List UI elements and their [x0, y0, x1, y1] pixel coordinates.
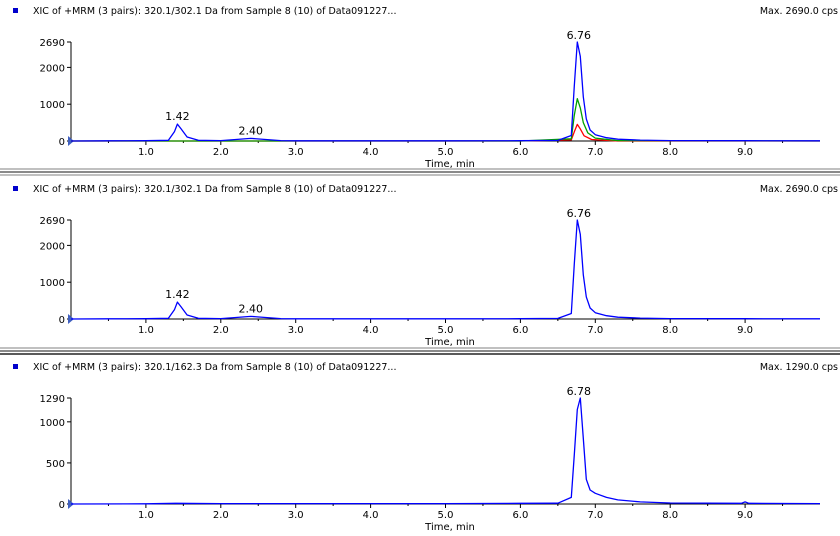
x-tick-label: 6.0 [512, 147, 528, 158]
chromatogram-panel: XIC of +MRM (3 pairs): 320.1/302.1 Da fr… [13, 184, 838, 348]
x-tick-label: 6.0 [512, 510, 528, 521]
x-tick-label: 4.0 [363, 325, 379, 336]
y-tick-label: 0 [59, 315, 65, 326]
chart-title: XIC of +MRM (3 pairs): 320.1/162.3 Da fr… [33, 362, 396, 373]
series-line-1 [71, 98, 821, 142]
x-tick-label: 5.0 [438, 147, 454, 158]
x-tick-label: 7.0 [587, 147, 603, 158]
x-tick-label: 4.0 [363, 147, 379, 158]
x-tick-label: 3.0 [288, 510, 304, 521]
x-axis-label: Time, min [424, 522, 475, 533]
y-tick-label: 1000 [40, 418, 65, 429]
x-tick-label: 5.0 [438, 510, 454, 521]
x-tick-label: 8.0 [662, 510, 678, 521]
x-tick-label: 9.0 [737, 510, 753, 521]
peak-label: 6.78 [567, 385, 592, 398]
x-tick-label: 5.0 [438, 325, 454, 336]
peak-label: 6.76 [567, 207, 592, 220]
series-line-0 [70, 219, 821, 320]
x-tick-label: 9.0 [737, 147, 753, 158]
chromatogram-panel: XIC of +MRM (3 pairs): 320.1/162.3 Da fr… [13, 362, 838, 533]
y-tick-label: 1290 [40, 394, 65, 405]
x-axis-label: Time, min [424, 337, 475, 348]
panel-marker-icon[interactable] [13, 364, 18, 369]
peak-label: 2.40 [239, 302, 264, 315]
x-tick-label: 1.0 [138, 147, 154, 158]
chart-title: XIC of +MRM (3 pairs): 320.1/302.1 Da fr… [33, 184, 396, 195]
max-intensity-label: Max. 2690.0 cps [760, 6, 838, 17]
x-tick-label: 3.0 [288, 325, 304, 336]
y-tick-label: 1000 [40, 100, 65, 111]
peak-label: 1.42 [165, 110, 190, 123]
x-tick-label: 2.0 [213, 325, 229, 336]
x-tick-label: 2.0 [213, 510, 229, 521]
x-tick-label: 7.0 [587, 510, 603, 521]
y-tick-label: 500 [46, 459, 65, 470]
y-tick-label: 2690 [40, 38, 65, 49]
chromatogram-panel: XIC of +MRM (3 pairs): 320.1/302.1 Da fr… [13, 6, 838, 170]
x-tick-label: 8.0 [662, 147, 678, 158]
x-tick-label: 6.0 [512, 325, 528, 336]
x-tick-label: 7.0 [587, 325, 603, 336]
series-line-0 [70, 397, 821, 505]
y-tick-label: 2000 [40, 63, 65, 74]
panel-marker-icon[interactable] [13, 186, 18, 191]
max-intensity-label: Max. 2690.0 cps [760, 184, 838, 195]
x-tick-label: 2.0 [213, 147, 229, 158]
x-tick-label: 9.0 [737, 325, 753, 336]
x-tick-label: 8.0 [662, 325, 678, 336]
x-tick-label: 1.0 [138, 325, 154, 336]
x-tick-label: 3.0 [288, 147, 304, 158]
y-tick-label: 0 [59, 137, 65, 148]
chart-title: XIC of +MRM (3 pairs): 320.1/302.1 Da fr… [33, 6, 396, 17]
max-intensity-label: Max. 1290.0 cps [760, 362, 838, 373]
x-axis-label: Time, min [424, 159, 475, 170]
x-tick-label: 4.0 [363, 510, 379, 521]
panel-marker-icon[interactable] [13, 8, 18, 13]
x-tick-label: 1.0 [138, 510, 154, 521]
y-tick-label: 1000 [40, 278, 65, 289]
peak-label: 1.42 [165, 288, 190, 301]
y-tick-label: 2000 [40, 241, 65, 252]
y-tick-label: 2690 [40, 216, 65, 227]
y-tick-label: 0 [59, 500, 65, 511]
peak-label: 6.76 [567, 29, 592, 42]
peak-label: 2.40 [239, 124, 264, 137]
series-line-0 [70, 41, 821, 142]
